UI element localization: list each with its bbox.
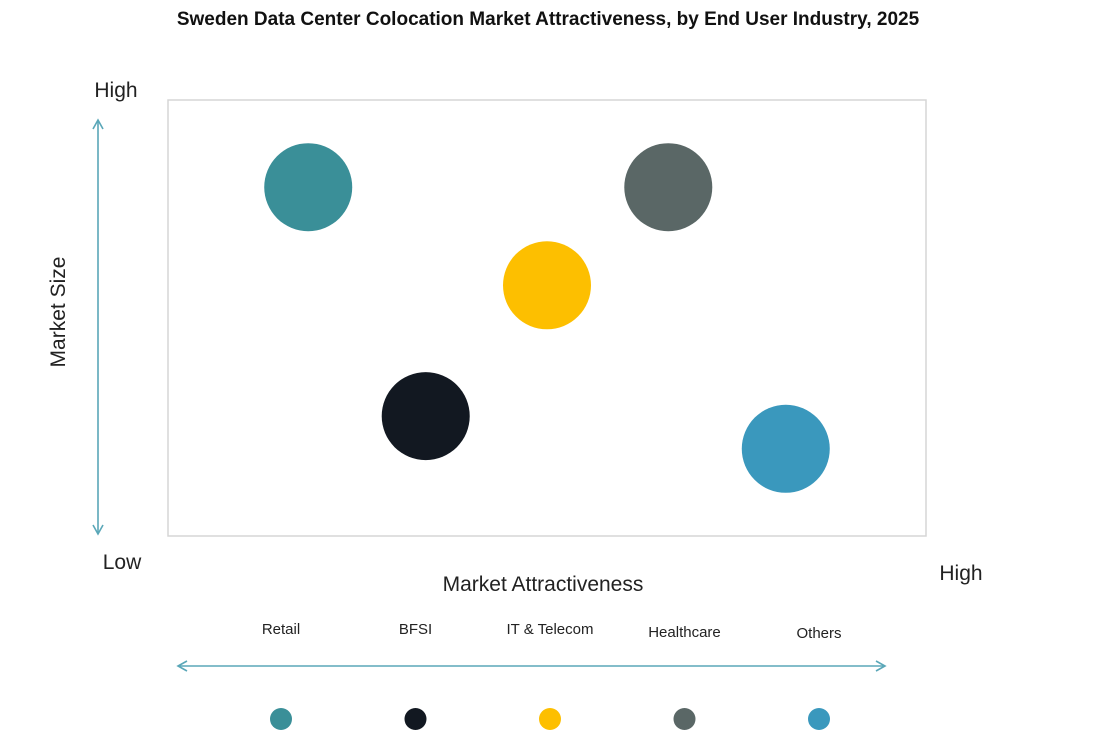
legend-label-it-telecom: IT & Telecom bbox=[507, 621, 594, 638]
bubble-bfsi bbox=[381, 372, 470, 461]
bubble-layer bbox=[264, 143, 830, 493]
legend-label-retail: Retail bbox=[262, 621, 300, 638]
legend-label-others: Others bbox=[796, 625, 841, 642]
chart-title: Sweden Data Center Colocation Market Att… bbox=[177, 9, 920, 30]
legend-label-healthcare: Healthcare bbox=[648, 624, 721, 641]
legend-dot-bfsi bbox=[404, 708, 427, 730]
y-axis-title: Market Size bbox=[47, 257, 70, 368]
legend-dot-others bbox=[808, 708, 830, 730]
y-axis-low-label: Low bbox=[103, 551, 142, 574]
bubble-it-telecom bbox=[503, 241, 591, 330]
legend-dot-retail bbox=[270, 708, 292, 730]
x-axis-high-label: High bbox=[939, 562, 982, 585]
bubble-retail bbox=[264, 143, 353, 232]
y-axis-high-label: High bbox=[94, 79, 137, 102]
legend-dot-it-telecom bbox=[539, 708, 561, 730]
x-axis-title: Market Attractiveness bbox=[443, 573, 644, 596]
legend-dot-healthcare bbox=[673, 708, 696, 730]
legend: Retail BFSI IT & Telecom Healthcare Others bbox=[262, 621, 842, 730]
bubble-healthcare bbox=[624, 143, 713, 232]
bubble-others bbox=[741, 404, 830, 493]
legend-label-bfsi: BFSI bbox=[399, 621, 432, 638]
